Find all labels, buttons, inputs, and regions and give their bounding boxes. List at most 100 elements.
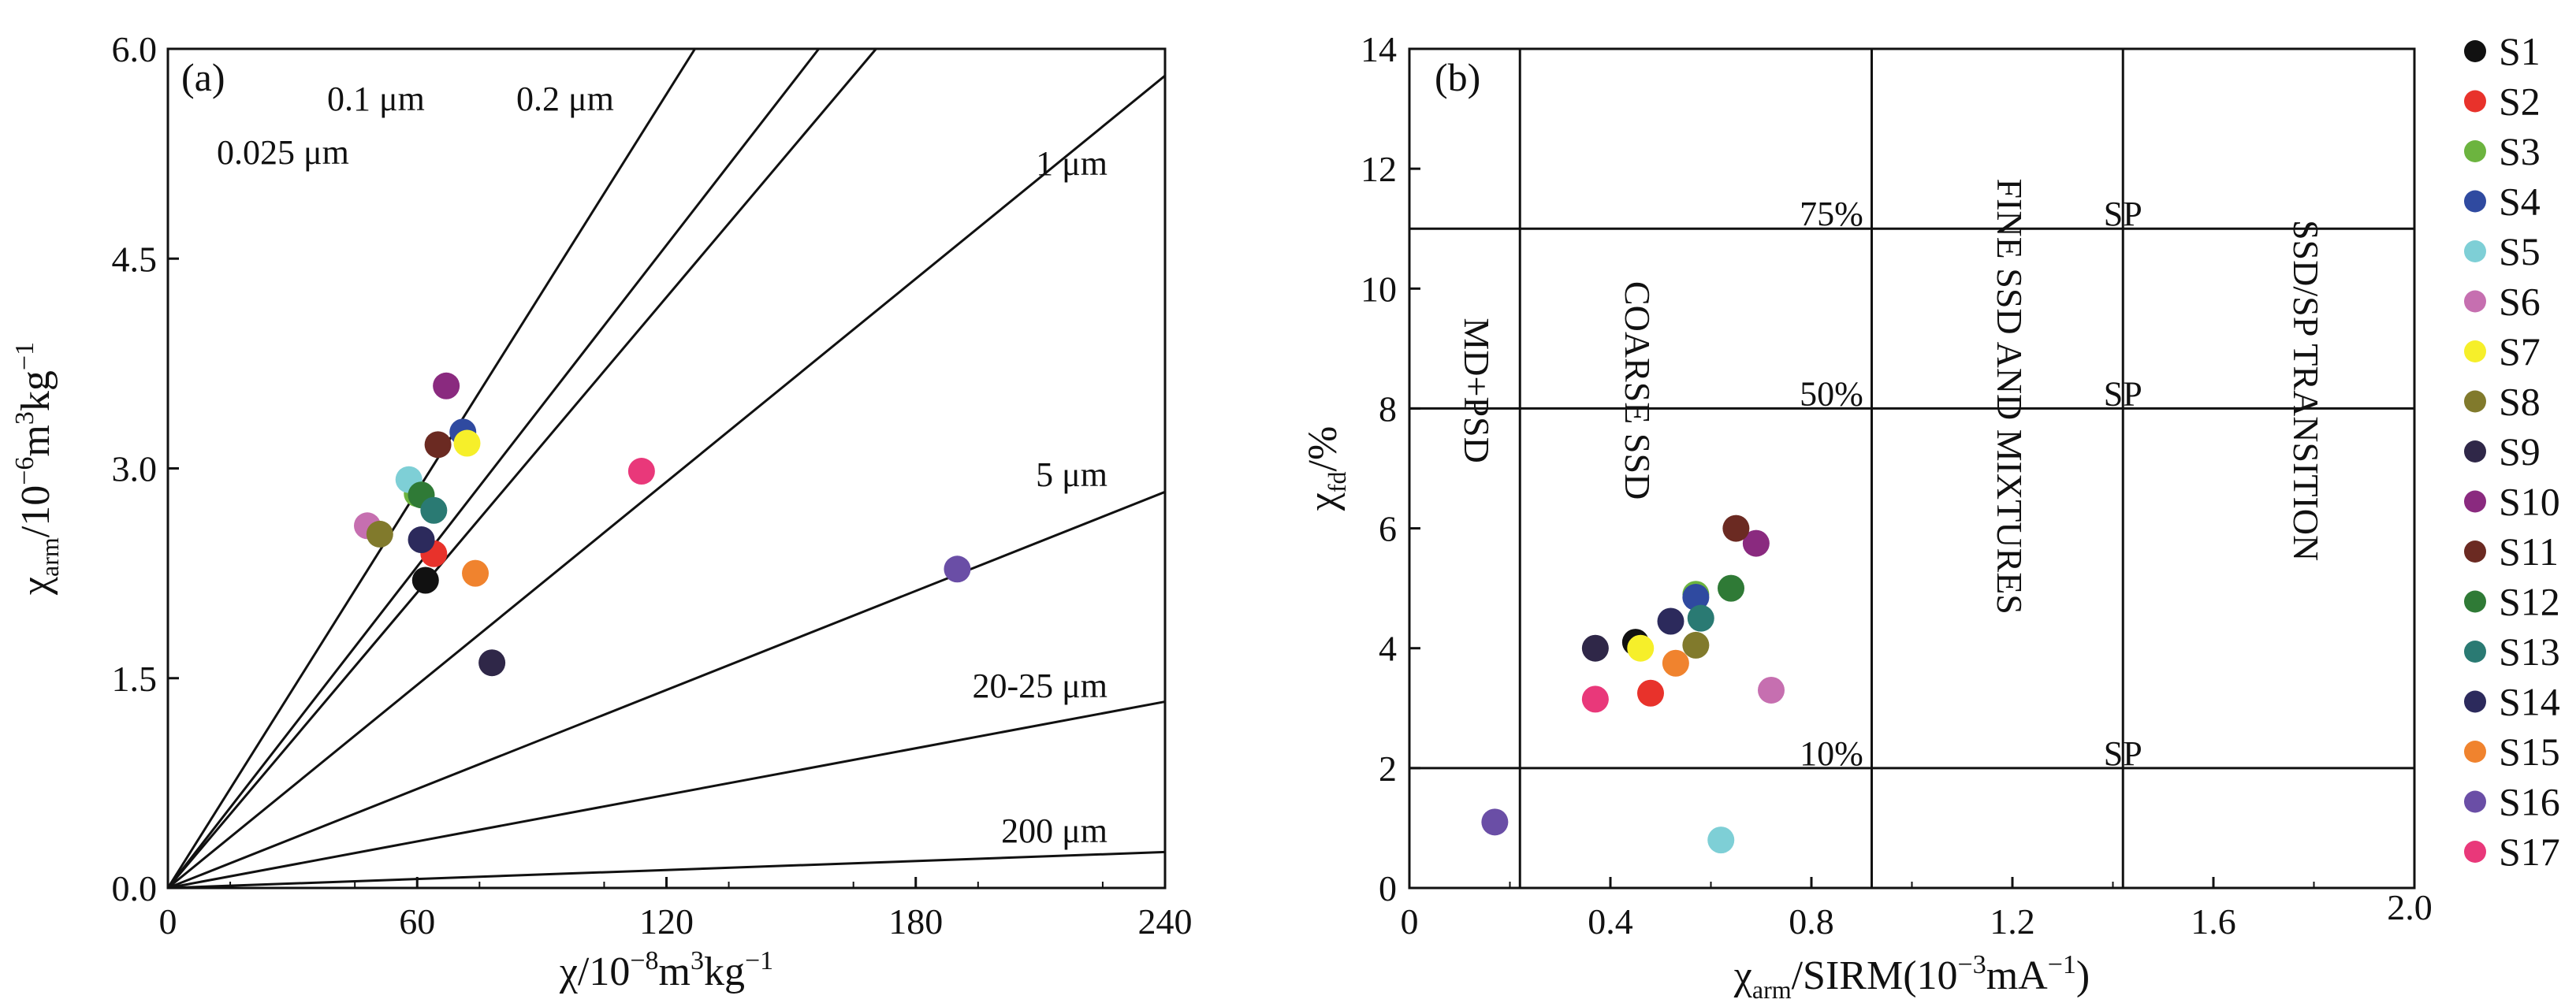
data-point-s6 — [1758, 676, 1785, 704]
panel-b-lines: 75% SP 50% SP 10% SP — [1409, 49, 2414, 888]
panel-a-frame — [166, 47, 1167, 890]
grain-size-label: 5 μm — [1036, 455, 1107, 494]
grain-size-label: 0.025 μm — [217, 133, 349, 172]
grain-size-line — [167, 490, 1166, 890]
x-label-part: kg — [704, 949, 745, 994]
y-tick-label: 1.5 — [112, 659, 158, 699]
x-label-part: χ/10 — [559, 949, 631, 994]
region-label: MD+PSD — [1457, 318, 1497, 462]
legend-label-s4: S4 — [2499, 180, 2541, 224]
panel-a-label: (a) — [181, 55, 225, 99]
y-label-part: χ — [13, 577, 58, 596]
x-label-part: /SIRM(10 — [1792, 953, 1958, 998]
data-point-s15 — [1662, 649, 1689, 677]
panel-b-points — [1481, 515, 1785, 854]
grain-size-label: 0.1 μm — [327, 80, 425, 118]
panel-a-x-axis-label: χ/10−8m3kg−1 — [559, 946, 773, 994]
x-tick-label: 1.6 — [2191, 901, 2236, 942]
panel-b-regions: MD+PSD COARSE SSD FINE SSD AND MIXTURES SSD… — [1457, 179, 2326, 615]
legend-marker-s16 — [2464, 790, 2486, 813]
legend-label-s6: S6 — [2499, 280, 2541, 324]
y-label-part: kg — [13, 370, 58, 411]
data-point-s16 — [1481, 808, 1509, 836]
legend-marker-s5 — [2464, 240, 2486, 262]
x-label-part: −1 — [2048, 950, 2076, 979]
y-label-part: −1 — [10, 342, 39, 370]
grain-size-line — [167, 74, 1166, 890]
legend-label-s13: S13 — [2499, 630, 2560, 674]
y-tick-label: 0.0 — [112, 868, 158, 908]
data-point-s13 — [1687, 604, 1714, 632]
y-label-part: 3 — [10, 411, 39, 425]
legend-marker-s6 — [2464, 290, 2486, 313]
legend-marker-s1 — [2464, 40, 2486, 62]
data-point-s9 — [1581, 634, 1609, 662]
grain-size-line — [166, 48, 696, 889]
legend-marker-s13 — [2464, 641, 2486, 663]
legend-marker-s11 — [2464, 541, 2486, 563]
y-tick-label: 14 — [1361, 29, 1397, 69]
sp-label: SP — [2104, 374, 2142, 413]
legend-marker-s4 — [2464, 190, 2486, 213]
x-label-part: ) — [2076, 953, 2090, 998]
sp-label: SP — [2104, 734, 2142, 773]
panel-a: 0.025 μm 0.1 μm 0.2 μm 1 μm 5 μm 20-25 μm 200 … — [10, 29, 1193, 994]
y-label-part: /10 — [13, 485, 58, 537]
x-label-part: 3 — [691, 946, 704, 975]
legend-label-s1: S1 — [2499, 29, 2541, 73]
x-tick-label: 1.2 — [1990, 901, 2035, 942]
legend-label-s3: S3 — [2499, 129, 2541, 173]
data-point-s14 — [1657, 607, 1684, 635]
data-point-s17 — [627, 458, 655, 485]
legend-label-s10: S10 — [2499, 480, 2560, 524]
legend-marker-s14 — [2464, 690, 2486, 713]
data-point-s10 — [433, 372, 460, 399]
grain-size-line — [166, 48, 820, 889]
data-point-s15 — [462, 559, 490, 587]
panel-a-x-ticks: 0 60 120 180 240 — [159, 877, 1193, 942]
x-label-part: mA — [1986, 953, 2048, 998]
legend-label-s7: S7 — [2499, 329, 2541, 373]
grain-size-label: 200 μm — [1001, 812, 1107, 850]
panel-a-points — [354, 372, 971, 677]
legend-marker-s8 — [2464, 390, 2486, 413]
grain-size-label: 0.2 μm — [516, 80, 614, 118]
legend-marker-s12 — [2464, 590, 2486, 613]
legend-label-s12: S12 — [2499, 580, 2560, 624]
y-tick-label: 3.0 — [112, 449, 158, 489]
y-tick-label: 0 — [1379, 868, 1397, 908]
data-point-s8 — [1682, 631, 1710, 659]
y-label-part: −6 — [10, 457, 39, 485]
panel-a-lines: 0.025 μm 0.1 μm 0.2 μm 1 μm 5 μm 20-25 μm 200 … — [166, 48, 1166, 890]
percent-label: 75% — [1800, 195, 1863, 233]
panel-a-y-axis-label: χarm/10−6m3kg−1 — [10, 342, 64, 596]
data-point-s13 — [420, 496, 448, 524]
grain-size-line — [167, 700, 1166, 890]
legend: S1 S2 S3 S4 S5 S6 S7 S8 S9 S10 S11 S12 S13 S14 S15 S16 S… — [2464, 29, 2560, 874]
legend-marker-s3 — [2464, 140, 2486, 162]
data-point-s7 — [1627, 634, 1655, 662]
data-point-s4 — [1682, 584, 1710, 611]
y-tick-label: 4 — [1379, 629, 1397, 669]
panel-b-y-axis-label: χfd/% — [1301, 426, 1351, 512]
grain-size-label: 20-25 μm — [973, 667, 1107, 705]
legend-label-s16: S16 — [2499, 780, 2560, 824]
sp-label: SP — [2104, 195, 2142, 233]
y-tick-label: 2 — [1379, 749, 1397, 789]
data-point-s7 — [453, 429, 481, 457]
data-point-s11 — [424, 431, 452, 459]
panel-b-label: (b) — [1435, 55, 1480, 99]
data-point-s9 — [478, 649, 506, 677]
data-point-s2 — [1637, 679, 1664, 707]
x-tick-label: 120 — [639, 901, 694, 942]
x-tick-label: 60 — [399, 901, 435, 942]
y-tick-label: 6 — [1379, 509, 1397, 549]
x-label-part: χ — [1733, 953, 1752, 998]
data-point-s10 — [1742, 529, 1770, 557]
data-point-s1 — [411, 567, 439, 594]
percent-label: 50% — [1800, 374, 1863, 413]
data-point-s17 — [1581, 685, 1609, 713]
legend-label-s14: S14 — [2499, 680, 2560, 724]
x-tick-label: 240 — [1138, 901, 1193, 942]
y-label-part: /% — [1301, 426, 1346, 472]
